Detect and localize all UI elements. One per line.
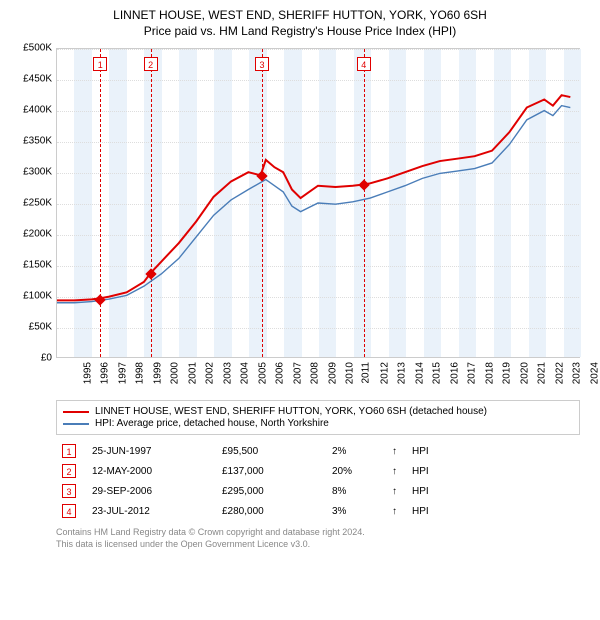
y-axis-label: £450K bbox=[10, 74, 52, 85]
x-axis-label: 1996 bbox=[100, 362, 111, 384]
x-axis-label: 2012 bbox=[379, 362, 390, 384]
y-axis-label: £100K bbox=[10, 291, 52, 302]
chart-container: LINNET HOUSE, WEST END, SHERIFF HUTTON, … bbox=[0, 0, 600, 556]
x-axis-label: 2015 bbox=[432, 362, 443, 384]
event-date: 12-MAY-2000 bbox=[86, 461, 216, 481]
x-axis-label: 1998 bbox=[135, 362, 146, 384]
marker-badge: 4 bbox=[357, 57, 371, 71]
marker-badge: 1 bbox=[93, 57, 107, 71]
x-axis-label: 2009 bbox=[327, 362, 338, 384]
legend-swatch bbox=[63, 411, 89, 413]
x-axis-label: 2004 bbox=[239, 362, 250, 384]
events-table: 125-JUN-1997£95,5002%↑HPI212-MAY-2000£13… bbox=[56, 441, 580, 521]
marker-badge: 2 bbox=[144, 57, 158, 71]
x-axis-label: 2020 bbox=[519, 362, 530, 384]
y-axis-label: £300K bbox=[10, 167, 52, 178]
x-axis-label: 2011 bbox=[361, 362, 372, 384]
legend: LINNET HOUSE, WEST END, SHERIFF HUTTON, … bbox=[56, 400, 580, 435]
event-badge: 3 bbox=[62, 484, 76, 498]
chart-area: 1 2 3 4 £0 £50K £100K £150K £200K £250K £300K £350… bbox=[10, 44, 590, 394]
y-axis-label: £50K bbox=[10, 322, 52, 333]
event-badge: 4 bbox=[62, 504, 76, 518]
x-axis-label: 2010 bbox=[344, 362, 355, 384]
event-date: 23-JUL-2012 bbox=[86, 501, 216, 521]
series-property bbox=[57, 95, 570, 300]
x-axis-label: 2001 bbox=[187, 362, 198, 384]
legend-label: LINNET HOUSE, WEST END, SHERIFF HUTTON, … bbox=[95, 406, 487, 417]
chart-subtitle: Price paid vs. HM Land Registry's House … bbox=[10, 24, 590, 38]
y-axis-label: £200K bbox=[10, 229, 52, 240]
event-date: 29-SEP-2006 bbox=[86, 481, 216, 501]
line-layer bbox=[57, 49, 579, 357]
event-date: 25-JUN-1997 bbox=[86, 441, 216, 461]
event-pct: 3% bbox=[326, 501, 386, 521]
event-suffix: HPI bbox=[406, 441, 580, 461]
x-axis-label: 2008 bbox=[309, 362, 320, 384]
x-axis-label: 2016 bbox=[449, 362, 460, 384]
event-row: 3 29-SEP-2006£295,0008%↑HPI bbox=[56, 481, 580, 501]
x-axis-label: 2019 bbox=[501, 362, 512, 384]
y-axis-label: £400K bbox=[10, 105, 52, 116]
x-axis-label: 2003 bbox=[222, 362, 233, 384]
x-axis-label: 2006 bbox=[274, 362, 285, 384]
x-axis-label: 2022 bbox=[554, 362, 565, 384]
chart-title: LINNET HOUSE, WEST END, SHERIFF HUTTON, … bbox=[10, 8, 590, 22]
x-axis-label: 2021 bbox=[536, 362, 547, 384]
event-row: 1 25-JUN-1997£95,5002%↑HPI bbox=[56, 441, 580, 461]
y-axis-label: £350K bbox=[10, 136, 52, 147]
legend-item: HPI: Average price, detached house, Nort… bbox=[63, 418, 573, 429]
legend-item: LINNET HOUSE, WEST END, SHERIFF HUTTON, … bbox=[63, 406, 573, 417]
marker-badge: 3 bbox=[255, 57, 269, 71]
event-suffix: HPI bbox=[406, 501, 580, 521]
footer-line1: Contains HM Land Registry data © Crown c… bbox=[56, 527, 580, 539]
y-axis-label: £0 bbox=[10, 353, 52, 364]
event-badge: 2 bbox=[62, 464, 76, 478]
y-axis-label: £250K bbox=[10, 198, 52, 209]
event-price: £137,000 bbox=[216, 461, 326, 481]
event-row: 4 23-JUL-2012£280,0003%↑HPI bbox=[56, 501, 580, 521]
event-price: £280,000 bbox=[216, 501, 326, 521]
arrow-up-icon: ↑ bbox=[386, 441, 406, 461]
event-badge: 1 bbox=[62, 444, 76, 458]
x-axis-label: 2002 bbox=[205, 362, 216, 384]
y-axis-label: £500K bbox=[10, 43, 52, 54]
arrow-up-icon: ↑ bbox=[386, 481, 406, 501]
event-row: 2 12-MAY-2000£137,00020%↑HPI bbox=[56, 461, 580, 481]
x-axis-label: 1997 bbox=[117, 362, 128, 384]
legend-label: HPI: Average price, detached house, Nort… bbox=[95, 418, 329, 429]
legend-swatch bbox=[63, 423, 89, 425]
x-axis-label: 2014 bbox=[414, 362, 425, 384]
x-axis-label: 1999 bbox=[152, 362, 163, 384]
x-axis-label: 2024 bbox=[589, 362, 600, 384]
x-axis-label: 2000 bbox=[170, 362, 181, 384]
footer-notice: Contains HM Land Registry data © Crown c… bbox=[56, 527, 580, 550]
x-axis-label: 2005 bbox=[257, 362, 268, 384]
y-axis-label: £150K bbox=[10, 260, 52, 271]
arrow-up-icon: ↑ bbox=[386, 461, 406, 481]
arrow-up-icon: ↑ bbox=[386, 501, 406, 521]
x-axis-label: 2017 bbox=[467, 362, 478, 384]
x-axis-label: 2013 bbox=[397, 362, 408, 384]
x-axis-label: 1995 bbox=[82, 362, 93, 384]
footer-line2: This data is licensed under the Open Gov… bbox=[56, 539, 580, 551]
x-axis-label: 2007 bbox=[292, 362, 303, 384]
event-pct: 8% bbox=[326, 481, 386, 501]
x-axis-label: 2018 bbox=[484, 362, 495, 384]
x-axis-label: 2023 bbox=[571, 362, 582, 384]
event-price: £95,500 bbox=[216, 441, 326, 461]
event-suffix: HPI bbox=[406, 481, 580, 501]
event-pct: 2% bbox=[326, 441, 386, 461]
event-price: £295,000 bbox=[216, 481, 326, 501]
event-pct: 20% bbox=[326, 461, 386, 481]
series-hpi bbox=[57, 106, 570, 303]
event-suffix: HPI bbox=[406, 461, 580, 481]
plot-region: 1 2 3 4 bbox=[56, 48, 580, 358]
